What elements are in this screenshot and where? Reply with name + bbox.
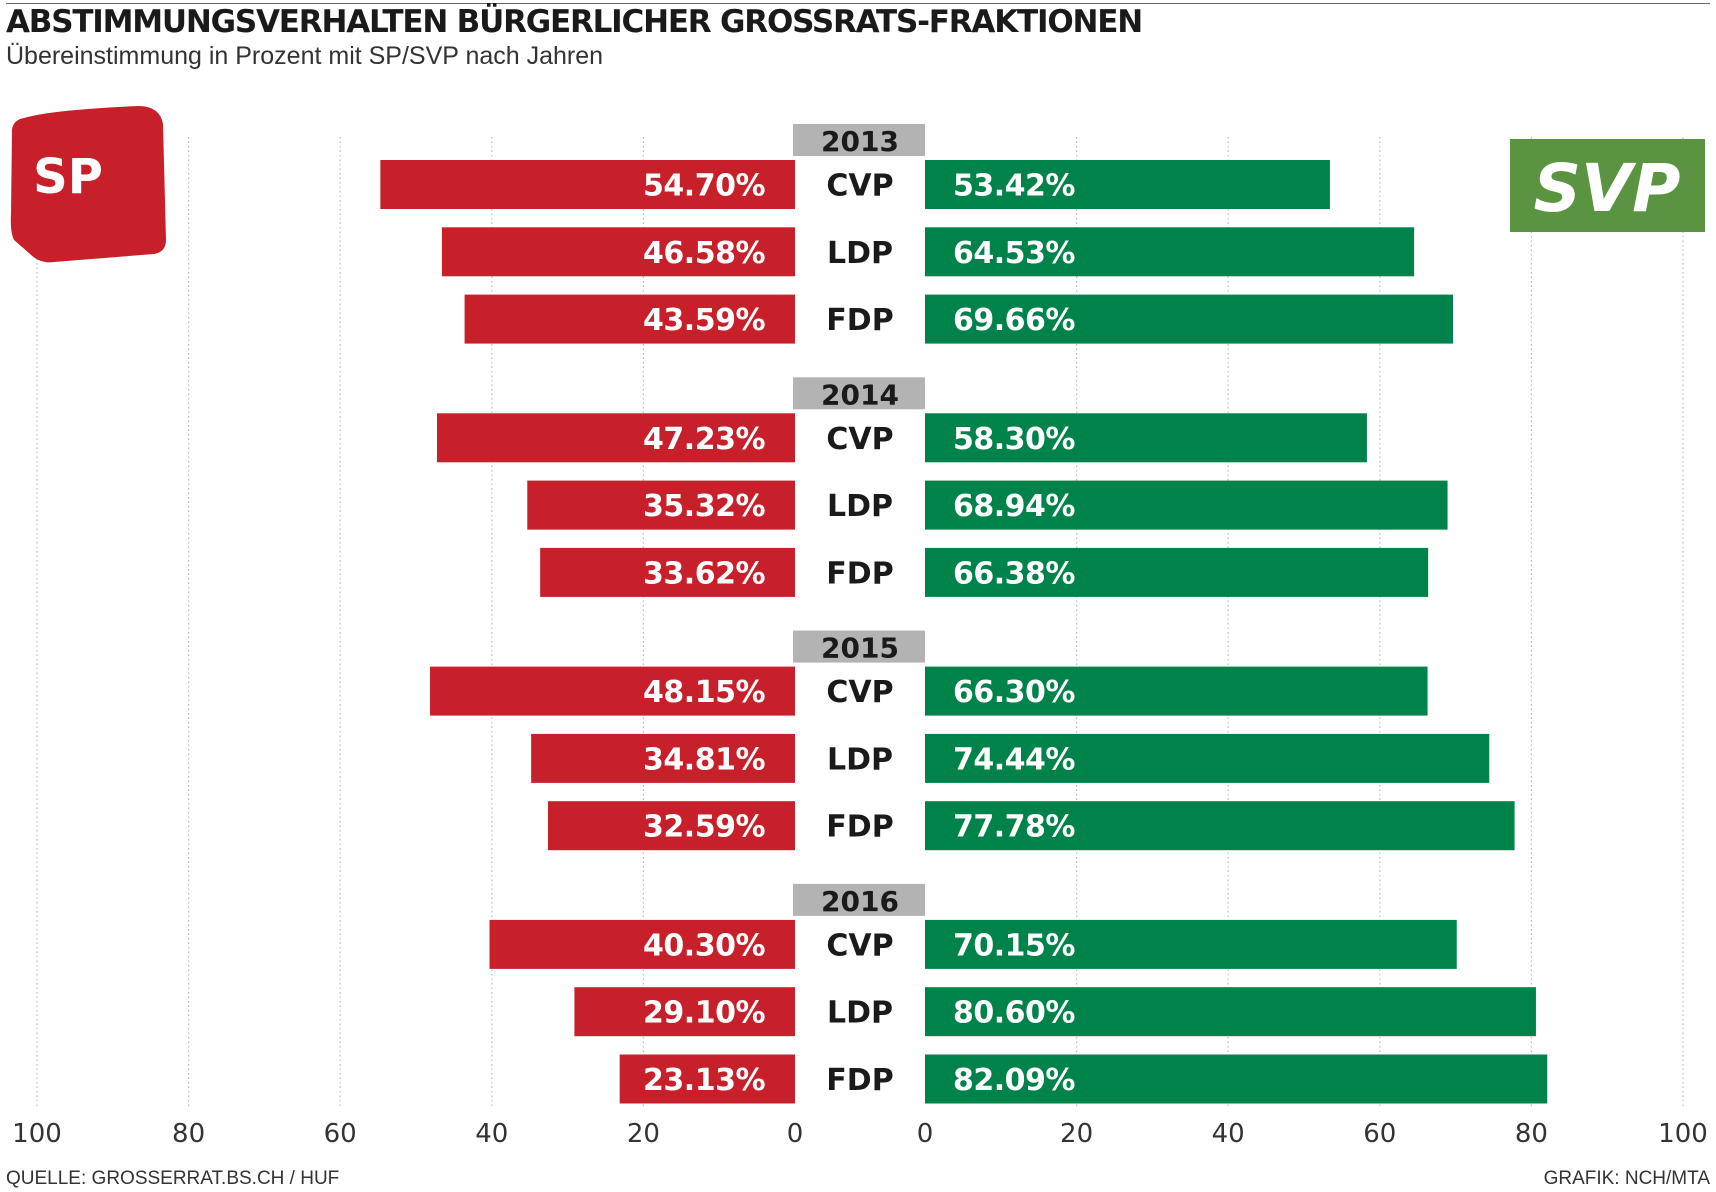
sp-bar-2016-ldp bbox=[574, 987, 795, 1037]
svp-bar-2015-ldp bbox=[925, 733, 1490, 783]
party-label-2014-ldp: LDP bbox=[827, 489, 893, 524]
svp-value-2015-cvp: 66.30% bbox=[953, 675, 1075, 710]
sp-value-2014-ldp: 35.32% bbox=[643, 489, 765, 524]
sp-value-2015-ldp: 34.81% bbox=[643, 742, 765, 777]
sp-bar-2015-cvp bbox=[430, 666, 795, 716]
year-box-2014 bbox=[793, 377, 925, 410]
svp-logo-background bbox=[1510, 139, 1705, 232]
party-label-2014-cvp: CVP bbox=[826, 422, 893, 457]
svp-value-2016-cvp: 70.15% bbox=[953, 928, 1075, 963]
svp-bar-2015-cvp bbox=[925, 666, 1428, 716]
party-label-2015-ldp: LDP bbox=[827, 742, 893, 777]
svp-value-2016-ldp: 80.60% bbox=[953, 996, 1075, 1031]
tick-label-right-80: 80 bbox=[1515, 1119, 1548, 1149]
tick-label-right-40: 40 bbox=[1212, 1119, 1245, 1149]
sp-bar-2013-fdp bbox=[464, 294, 795, 344]
sp-value-2015-fdp: 32.59% bbox=[643, 810, 765, 845]
sp-bar-2015-ldp bbox=[531, 733, 795, 783]
sp-bar-2013-cvp bbox=[380, 160, 795, 209]
sp-value-2013-cvp: 54.70% bbox=[643, 169, 765, 204]
party-label-2013-cvp: CVP bbox=[826, 169, 893, 204]
sp-value-2014-fdp: 33.62% bbox=[643, 556, 765, 591]
sp-value-2015-cvp: 48.15% bbox=[643, 675, 765, 710]
tick-label-left-100: 100 bbox=[12, 1119, 62, 1149]
svp-bar-2013-ldp bbox=[925, 227, 1415, 277]
sp-logo-text: SP bbox=[33, 149, 103, 205]
party-label-2013-ldp: LDP bbox=[827, 236, 893, 271]
sp-value-2014-cvp: 47.23% bbox=[643, 422, 765, 457]
svp-logo-text: SVP bbox=[1534, 150, 1681, 227]
bars bbox=[380, 124, 1548, 1104]
tick-label-left-40: 40 bbox=[475, 1119, 508, 1149]
svp-value-2013-ldp: 64.53% bbox=[953, 236, 1075, 271]
sp-value-2016-fdp: 23.13% bbox=[643, 1063, 765, 1098]
tick-label-right-100: 100 bbox=[1658, 1119, 1708, 1149]
svp-bar-2016-cvp bbox=[925, 919, 1457, 969]
year-box-2015 bbox=[793, 630, 925, 663]
sp-logo: SP bbox=[10, 106, 166, 263]
svp-value-2014-fdp: 66.38% bbox=[953, 556, 1075, 591]
tick-label-right-0: 0 bbox=[917, 1119, 934, 1149]
sp-bar-2014-cvp bbox=[436, 413, 795, 463]
year-label-2016: 2016 bbox=[821, 885, 899, 918]
svp-bar-2013-fdp bbox=[925, 294, 1454, 344]
svp-bar-2014-ldp bbox=[925, 480, 1448, 530]
sp-bar-2013-ldp bbox=[441, 227, 795, 277]
svp-logo: SVP bbox=[1510, 139, 1705, 232]
party-label-2015-fdp: FDP bbox=[826, 810, 893, 845]
sp-bar-2014-fdp bbox=[540, 547, 795, 597]
sp-bar-2016-cvp bbox=[489, 919, 795, 969]
sp-logo-shape bbox=[10, 106, 166, 263]
svp-value-2014-cvp: 58.30% bbox=[953, 422, 1075, 457]
year-label-2014: 2014 bbox=[821, 378, 899, 411]
svp-value-2014-ldp: 68.94% bbox=[953, 489, 1075, 524]
party-label-2015-cvp: CVP bbox=[826, 675, 893, 710]
sp-bar-2014-ldp bbox=[527, 480, 795, 530]
party-label-2013-fdp: FDP bbox=[826, 303, 893, 338]
svp-bar-2016-ldp bbox=[925, 987, 1536, 1037]
svp-bar-2015-fdp bbox=[925, 801, 1515, 851]
tick-label-left-80: 80 bbox=[172, 1119, 205, 1149]
svp-value-2015-ldp: 74.44% bbox=[953, 742, 1075, 777]
svp-value-2015-fdp: 77.78% bbox=[953, 810, 1075, 845]
axis-ticks: 100 80 60 40 20 0 0 20 40 60 80 100 bbox=[12, 1119, 1708, 1149]
labels: 2013 54.70% 53.42% CVP 46.58% 64.53% LDP 43.59%… bbox=[643, 125, 1076, 1098]
party-label-2014-fdp: FDP bbox=[826, 556, 893, 591]
svp-bar-2014-cvp bbox=[925, 413, 1367, 463]
credit-note: GRAFIK: NCH/MTA bbox=[1543, 1168, 1710, 1189]
party-label-2016-fdp: FDP bbox=[826, 1063, 893, 1098]
tick-label-left-60: 60 bbox=[324, 1119, 357, 1149]
sp-bar-2016-fdp bbox=[619, 1054, 795, 1104]
top-rule bbox=[6, 3, 1710, 4]
sp-value-2013-ldp: 46.58% bbox=[643, 236, 765, 271]
sp-value-2016-cvp: 40.30% bbox=[643, 928, 765, 963]
svp-value-2016-fdp: 82.09% bbox=[953, 1063, 1075, 1098]
year-box-2013 bbox=[793, 124, 925, 156]
sp-value-2016-ldp: 29.10% bbox=[643, 996, 765, 1031]
year-label-2015: 2015 bbox=[821, 632, 899, 665]
year-label-2013: 2013 bbox=[821, 125, 899, 158]
chart-subtitle: Übereinstimmung in Prozent mit SP/SVP na… bbox=[6, 42, 604, 70]
source-note: QUELLE: GROSSERRAT.BS.CH / HUF bbox=[6, 1168, 340, 1189]
svp-bar-2014-fdp bbox=[925, 547, 1429, 597]
tick-label-right-60: 60 bbox=[1363, 1119, 1396, 1149]
sp-value-2013-fdp: 43.59% bbox=[643, 303, 765, 338]
tick-label-left-0: 0 bbox=[787, 1119, 804, 1149]
svp-bar-2013-cvp bbox=[925, 160, 1330, 209]
svp-value-2013-fdp: 69.66% bbox=[953, 303, 1075, 338]
chart-title: ABSTIMMUNGSVERHALTEN BÜRGERLICHER GROSSR… bbox=[6, 4, 1143, 40]
party-label-2016-cvp: CVP bbox=[826, 928, 893, 963]
tick-label-left-20: 20 bbox=[627, 1119, 660, 1149]
year-box-2016 bbox=[793, 883, 925, 916]
tick-label-right-20: 20 bbox=[1060, 1119, 1093, 1149]
sp-bar-2015-fdp bbox=[547, 801, 795, 851]
svp-value-2013-cvp: 53.42% bbox=[953, 169, 1075, 204]
party-label-2016-ldp: LDP bbox=[827, 996, 893, 1031]
svp-bar-2016-fdp bbox=[925, 1054, 1548, 1104]
